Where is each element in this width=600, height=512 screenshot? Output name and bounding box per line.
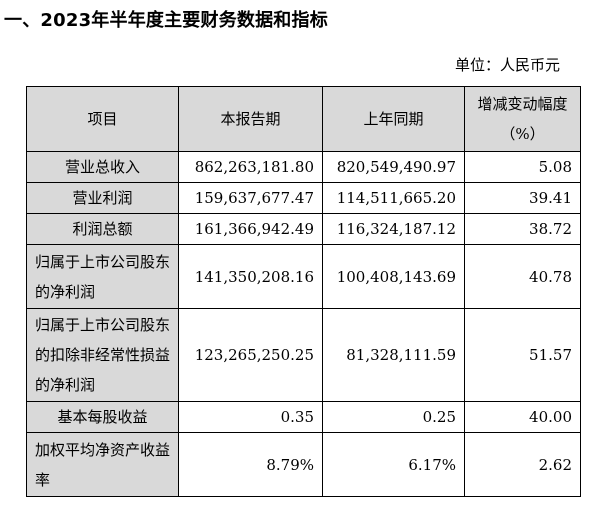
cell-prior: 820,549,490.97 — [322, 151, 465, 183]
header-change-line1: 增减变动幅度 — [477, 95, 568, 113]
cell-prior: 0.25 — [322, 401, 465, 433]
cell-current: 0.35 — [178, 401, 323, 433]
cell-current: 8.79% — [178, 432, 323, 497]
table-header-row: 项目 本报告期 上年同期 增减变动幅度 （%） — [26, 86, 581, 152]
cell-current: 141,350,208.16 — [178, 244, 323, 309]
cell-change: 51.57 — [464, 308, 581, 402]
cell-prior: 100,408,143.69 — [322, 244, 465, 309]
table-row: 归属于上市公司股东的净利润 141,350,208.16 100,408,143… — [26, 244, 581, 309]
cell-current: 123,265,250.25 — [178, 308, 323, 402]
header-current-period: 本报告期 — [178, 86, 323, 152]
header-change-pct: 增减变动幅度 （%） — [464, 86, 581, 152]
table-row: 加权平均净资产收益率 8.79% 6.17% 2.62 — [26, 432, 581, 497]
header-change-line2: （%） — [500, 125, 545, 143]
financial-data-table: 项目 本报告期 上年同期 增减变动幅度 （%） 营业总收入 862,263,18… — [26, 86, 581, 497]
cell-current: 862,263,181.80 — [178, 151, 323, 183]
cell-prior: 114,511,665.20 — [322, 182, 465, 214]
row-label: 营业利润 — [26, 182, 179, 214]
cell-change: 40.00 — [464, 401, 581, 433]
cell-change: 5.08 — [464, 151, 581, 183]
cell-change: 38.72 — [464, 213, 581, 245]
row-label: 利润总额 — [26, 213, 179, 245]
cell-change: 2.62 — [464, 432, 581, 497]
header-prior-period: 上年同期 — [322, 86, 465, 152]
row-label: 加权平均净资产收益率 — [26, 432, 179, 497]
cell-change: 39.41 — [464, 182, 581, 214]
header-item: 项目 — [26, 86, 179, 152]
cell-change: 40.78 — [464, 244, 581, 309]
table-row: 营业总收入 862,263,181.80 820,549,490.97 5.08 — [26, 151, 581, 183]
table-row: 基本每股收益 0.35 0.25 40.00 — [26, 401, 581, 433]
cell-current: 159,637,677.47 — [178, 182, 323, 214]
row-label: 营业总收入 — [26, 151, 179, 183]
cell-current: 161,366,942.49 — [178, 213, 323, 245]
table-row: 归属于上市公司股东的扣除非经常性损益的净利润 123,265,250.25 81… — [26, 308, 581, 402]
section-title: 一、2023年半年度主要财务数据和指标 — [4, 10, 328, 31]
table-row: 利润总额 161,366,942.49 116,324,187.12 38.72 — [26, 213, 581, 245]
row-label: 归属于上市公司股东的扣除非经常性损益的净利润 — [26, 308, 179, 402]
row-label: 基本每股收益 — [26, 401, 179, 433]
cell-prior: 81,328,111.59 — [322, 308, 465, 402]
unit-label: 单位：人民币元 — [454, 56, 560, 74]
table-row: 营业利润 159,637,677.47 114,511,665.20 39.41 — [26, 182, 581, 214]
row-label: 归属于上市公司股东的净利润 — [26, 244, 179, 309]
cell-prior: 6.17% — [322, 432, 465, 497]
cell-prior: 116,324,187.12 — [322, 213, 465, 245]
